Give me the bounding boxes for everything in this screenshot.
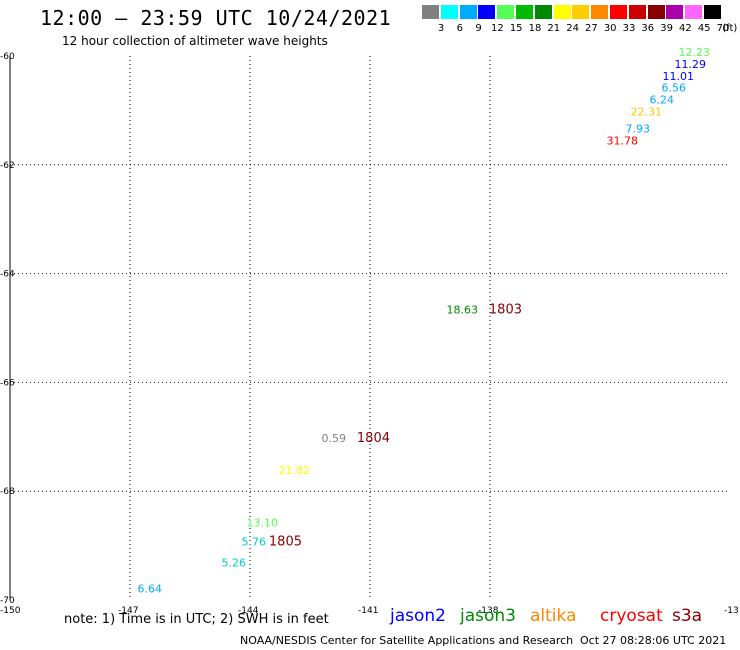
wave-height-label: 31.78 — [607, 135, 639, 148]
legend-swatch — [553, 5, 571, 19]
legend-swatch-label: 18 — [528, 23, 542, 34]
legend-swatch — [647, 5, 665, 19]
satellite-name-altika: altika — [530, 606, 577, 626]
credit-line: NOAA/NESDIS Center for Satellite Applica… — [240, 634, 574, 647]
legend-swatch-label: 42 — [679, 23, 692, 34]
lat-tick-label: -68 — [0, 487, 15, 497]
wave-height-label: 22.31 — [631, 105, 663, 118]
legend-swatch — [422, 5, 439, 19]
wave-height-label: 18.63 — [447, 303, 479, 316]
satellite-name-jason2: jason2 — [390, 606, 446, 626]
wave-height-label: 13.10 — [247, 517, 279, 530]
wave-height-label: 11.01 — [663, 70, 695, 83]
legend-unit: (ft) — [722, 23, 738, 34]
lat-tick-label: -62 — [0, 161, 15, 171]
legend-swatch-label: 15 — [509, 23, 523, 34]
legend-swatch — [534, 5, 552, 19]
satellite-name-cryosat: cryosat — [600, 606, 663, 626]
legend-swatch-label: 45 — [697, 23, 711, 34]
legend-swatch — [497, 5, 515, 19]
lon-tick-label: -141 — [358, 606, 378, 616]
legend-swatch-label: 21 — [547, 23, 561, 34]
wave-height-label: 21.82 — [279, 464, 311, 477]
legend-swatch-label: 30 — [603, 23, 617, 34]
time-labels: 1803 1804 1805 — [269, 302, 522, 549]
lon-tick-label: -138 — [478, 606, 499, 616]
legend-swatch — [591, 5, 609, 19]
legend-swatch-label: 3 — [437, 23, 445, 34]
wave-height-label: 12.23 — [679, 46, 711, 59]
legend-swatch — [572, 5, 590, 19]
lat-tick-label: -60 — [0, 52, 15, 62]
pass-time-label: 1805 — [269, 535, 302, 550]
legend-swatch-label: 70 — [716, 23, 730, 34]
legend-swatch-label: 24 — [566, 23, 579, 34]
legend-swatch — [610, 5, 627, 19]
lon-tick-label: -147 — [118, 606, 138, 616]
wave-height-label: 6.64 — [138, 582, 163, 595]
legend-swatch — [440, 5, 458, 19]
lat-tick-label: -70 — [0, 596, 15, 606]
legend-swatch — [685, 5, 703, 19]
legend-swatch — [666, 5, 684, 19]
legend-swatch — [704, 5, 721, 19]
legend-swatch — [628, 5, 646, 19]
legend-swatch-label: 27 — [585, 23, 598, 34]
lon-tick-label: -144 — [238, 606, 259, 616]
legend-swatch — [516, 5, 533, 19]
grid-lines — [10, 56, 730, 600]
wave-height-label: 11.29 — [675, 58, 707, 71]
wave-height-label: 5.76 — [242, 536, 267, 549]
legend-swatch — [478, 5, 496, 19]
chart-title: 12:00 – 23:59 UTC 10/24/2021 — [40, 6, 392, 30]
generation-timestamp: Oct 27 08:28:06 UTC 2021 — [580, 634, 727, 647]
wave-height-label: 7.93 — [626, 123, 651, 136]
lat-tick-label: -66 — [0, 378, 15, 388]
legend-swatch-label: 33 — [622, 23, 636, 34]
pass-time-label: 1803 — [489, 302, 522, 317]
wave-height-label: 5.26 — [222, 556, 247, 569]
footer-note: note: 1) Time is in UTC; 2) SWH is in fe… — [64, 612, 329, 627]
lon-tick-label: -13 — [724, 606, 739, 616]
pass-time-label: 1804 — [357, 431, 390, 446]
satellite-name-s3a: s3a — [672, 606, 703, 626]
legend-swatch-label: 9 — [475, 23, 482, 34]
axes: -60 -62 -64 -66 -68 -70-150 -147 -144 -141 -138 -1… — [0, 52, 739, 616]
legend-swatch-label: 6 — [456, 23, 463, 34]
lon-tick-label: -150 — [0, 606, 21, 616]
legend-swatch-label: 36 — [641, 23, 655, 34]
wave-height-label: 0.59 — [322, 432, 347, 445]
wave-height-label: 6.56 — [662, 81, 687, 94]
legend-swatch-label: 12 — [491, 23, 504, 34]
chart-subtitle: 12 hour collection of altimeter wave hei… — [62, 34, 328, 48]
satellite-name-jason3: jason3 — [460, 606, 516, 626]
lat-tick-label: -64 — [0, 270, 15, 280]
wave-height-label: 6.24 — [650, 93, 675, 106]
legend-swatch-label: 39 — [660, 23, 673, 34]
legend-swatch — [459, 5, 477, 19]
